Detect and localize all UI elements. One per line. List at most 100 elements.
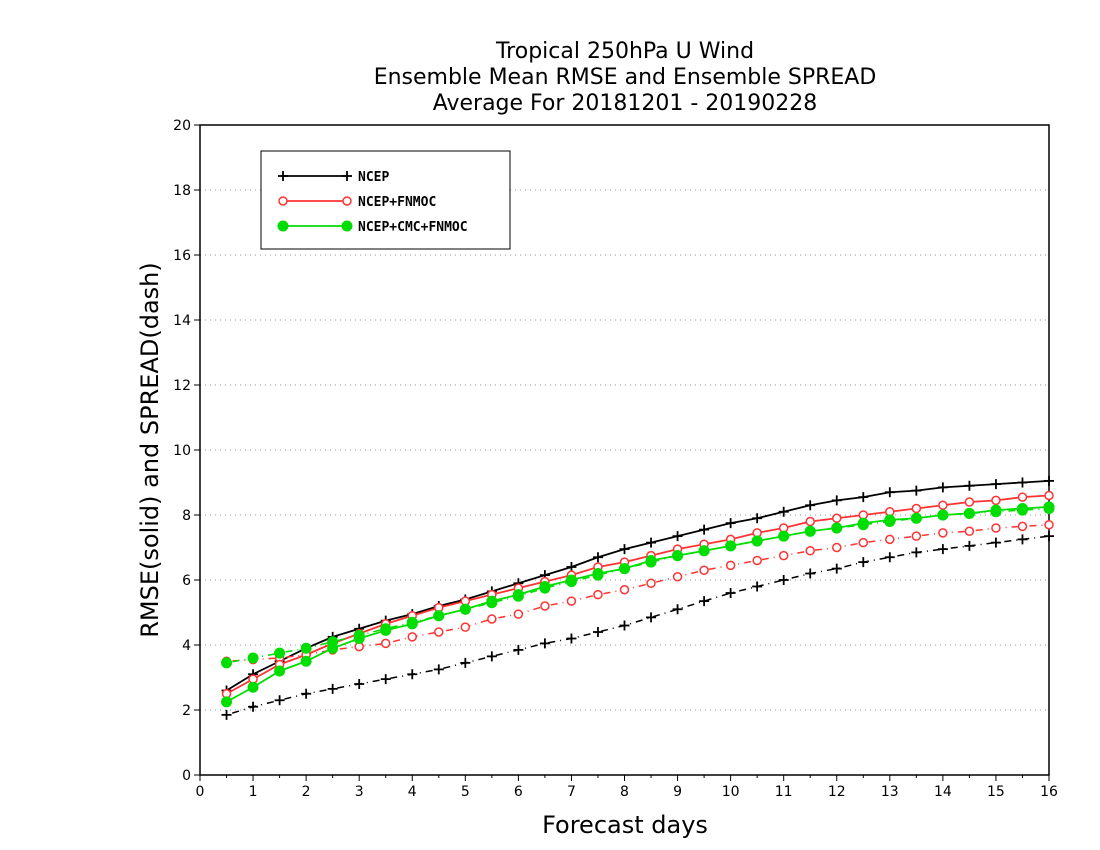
series-ncep-fnmoc-spread-point [1017, 521, 1028, 532]
series-ncep-fnmoc-spread-point [1044, 520, 1054, 530]
y-tick-label: 18 [173, 183, 191, 199]
y-axis-title: RMSE(solid) and SPREAD(dash) [136, 262, 164, 638]
legend-marker [278, 171, 288, 181]
x-tick-label: 6 [514, 784, 523, 800]
series-ncep-cmc-fnmoc-rmse-point [937, 509, 949, 521]
series-ncep-cmc-fnmoc-rmse-point [831, 522, 843, 534]
series-ncep-spread-point [407, 669, 418, 680]
series-ncep-spread-point [566, 633, 577, 644]
x-tick-label: 15 [987, 784, 1005, 800]
series-ncep-spread-point [911, 547, 922, 558]
x-tick-label: 5 [461, 784, 470, 800]
series-ncep-fnmoc-spread-point [699, 565, 709, 575]
series-ncep-rmse-point [884, 487, 895, 498]
series-ncep-cmc-fnmoc-rmse-point [1016, 503, 1028, 514]
series-ncep-spread-point [884, 552, 895, 563]
series-ncep-cmc-fnmoc-rmse-point [592, 568, 604, 579]
series-ncep-fnmoc-spread-point [858, 537, 869, 548]
series-ncep-cmc-fnmoc-rmse-point [778, 530, 790, 542]
series-ncep-fnmoc-spread-point [991, 523, 1001, 533]
series-ncep-spread-point [274, 695, 285, 706]
series-ncep-rmse-point [964, 480, 975, 491]
series-ncep-spread-point [433, 664, 444, 675]
series-ncep-spread-point [354, 679, 365, 689]
x-tick-label: 7 [567, 784, 576, 800]
series-ncep-fnmoc-rmse-point [1044, 490, 1054, 501]
x-tick-label: 2 [302, 784, 311, 800]
y-tick-label: 0 [182, 768, 191, 784]
chart-title: Tropical 250hPa U Wind Ensemble Mean RMS… [374, 39, 877, 116]
series-ncep-cmc-fnmoc-rmse-point [619, 563, 630, 575]
series-ncep-fnmoc-spread-point [487, 614, 497, 624]
legend-marker [278, 196, 288, 206]
series-ncep-fnmoc-spread-point [434, 627, 444, 637]
series-ncep-cmc-fnmoc-rmse-point [486, 595, 498, 607]
series-ncep-fnmoc-spread-point [566, 596, 577, 606]
series-ncep-spread-line [226, 535, 1050, 716]
series-ncep-fnmoc-rmse-point [832, 513, 842, 523]
series-ncep-rmse-point [805, 500, 816, 511]
series-ncep-cmc-fnmoc-spread-point [274, 647, 286, 659]
series-ncep-cmc-fnmoc-rmse-point [353, 633, 365, 644]
series-ncep-rmse-point [725, 518, 736, 529]
x-tick-label: 12 [828, 784, 846, 800]
series-ncep-rmse-point [699, 524, 710, 535]
series-ncep-rmse-point [619, 544, 630, 555]
y-tick-label: 16 [173, 248, 191, 264]
legend-box [260, 150, 511, 250]
series-ncep-cmc-fnmoc-rmse-point [698, 545, 710, 557]
series-ncep-cmc-fnmoc-rmse-point [300, 655, 312, 667]
series-ncep-spread-point [858, 557, 869, 568]
series-ncep-rmse-point [858, 492, 869, 503]
series-ncep-fnmoc-rmse-point [964, 497, 975, 507]
series-ncep-spread-point [937, 544, 948, 555]
series-ncep-rmse-point [990, 479, 1001, 490]
series-ncep-spread-point [486, 651, 497, 662]
series-ncep-rmse-point [566, 562, 577, 572]
series-ncep-cmc-fnmoc-rmse-point [247, 681, 259, 693]
series-ncep-cmc-fnmoc-rmse-point [963, 507, 975, 519]
series-ncep-spread-point [221, 709, 232, 720]
series-ncep-fnmoc-spread-point [460, 622, 471, 632]
series-ncep-fnmoc-spread-point [513, 609, 524, 619]
series-ncep-cmc-fnmoc-rmse-point [274, 665, 286, 677]
series-ncep-cmc-fnmoc-rmse-point [884, 514, 896, 526]
series-ncep-spread-point [831, 563, 842, 574]
series-ncep-rmse-point [937, 482, 948, 493]
series-ncep-cmc-fnmoc-rmse-point [380, 624, 392, 636]
y-tick-label: 10 [173, 443, 191, 459]
series-ncep-fnmoc-spread-point [885, 534, 895, 545]
series-ncep-spread-point [301, 688, 312, 699]
series-ncep-cmc-fnmoc-rmse-point [327, 642, 339, 654]
series-ncep-cmc-fnmoc-rmse-point [857, 517, 869, 529]
y-tick-label: 8 [182, 508, 191, 524]
series-ncep-fnmoc-rmse-point [1017, 492, 1028, 502]
series-ncep-rmse-point [592, 552, 603, 563]
series-ncep-cmc-fnmoc-rmse-point [990, 504, 1002, 516]
series-ncep-cmc-fnmoc-rmse-line [226, 505, 1050, 703]
series-ncep-cmc-fnmoc-rmse-point [406, 618, 418, 630]
series-ncep-spread-point [1017, 534, 1028, 545]
series-ncep-spread-point [964, 540, 975, 551]
title-line-2: Ensemble Mean RMSE and Ensemble SPREAD [374, 65, 877, 90]
series-ncep-spread-point [990, 537, 1001, 548]
series-ncep-rmse-line [226, 479, 1050, 692]
x-tick-label: 13 [881, 784, 899, 800]
series-ncep-rmse-point [1017, 477, 1028, 488]
series-ncep-cmc-fnmoc-rmse-point [565, 574, 577, 586]
series-ncep-spread-point [327, 683, 338, 694]
series-ncep-fnmoc-spread-point [805, 546, 815, 556]
x-tick-label: 4 [408, 784, 417, 800]
series-ncep-spread-point [248, 701, 259, 712]
legend-label: NCEP [358, 170, 389, 185]
series-ncep-fnmoc-spread-point [672, 572, 683, 582]
series-ncep-fnmoc-spread-point [752, 555, 762, 566]
series-ncep-cmc-fnmoc-spread-point [300, 642, 312, 654]
legend-marker [342, 171, 352, 181]
series-ncep-cmc-fnmoc-rmse-point [433, 610, 445, 622]
series-ncep-spread-point [646, 612, 657, 623]
series-ncep-fnmoc-spread-point [911, 531, 922, 541]
series-ncep-fnmoc-spread-point [832, 542, 842, 553]
x-tick-label: 11 [775, 784, 793, 800]
